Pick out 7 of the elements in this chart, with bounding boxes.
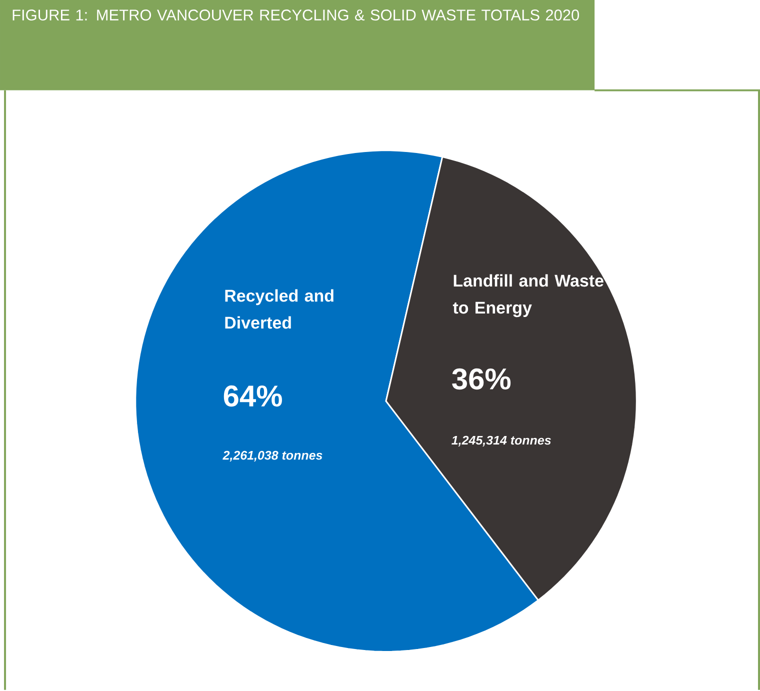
text: 1,245,314 tonnes — [452, 436, 551, 447]
slice-label: Landfill and Waste to Energy — [452, 274, 604, 318]
slice-label: Recycled and Diverted — [225, 289, 334, 329]
data-label: 64% — [224, 386, 282, 407]
text: 2,261,038 tonnes — [222, 450, 322, 462]
data-label: 36% — [452, 368, 511, 390]
chart-title: FIGURE 1: METRO VANCOUVER RECYCLING & SOLID WASTE TOTALS 2020 — [12, 10, 580, 21]
